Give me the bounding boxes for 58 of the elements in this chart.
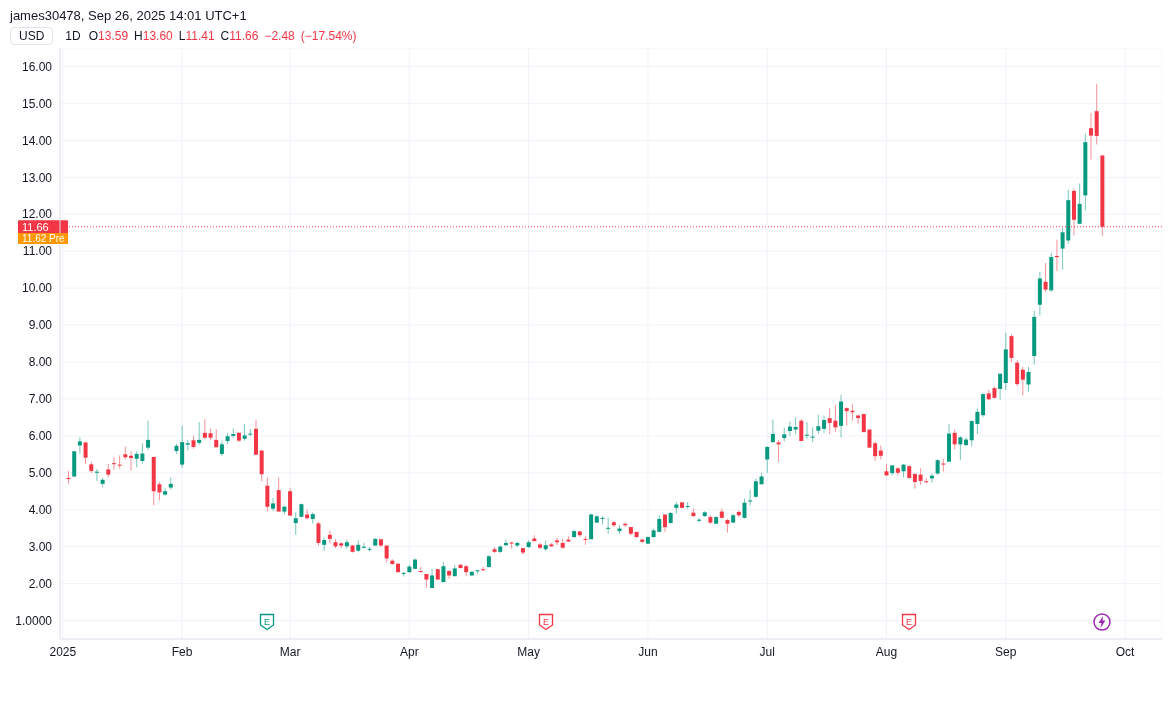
y-tick-label: 10.00 <box>21 281 53 296</box>
candlestick <box>361 542 366 549</box>
y-tick-label: 13.00 <box>21 170 53 185</box>
badge-icon: E <box>537 613 554 631</box>
badge-icon: E <box>259 613 276 631</box>
x-tick-label: Oct <box>1115 644 1136 659</box>
candlestick <box>401 571 406 578</box>
chart-subtitle: 1D <box>65 29 81 43</box>
y-tick-label: 16.00 <box>21 59 53 74</box>
ref-line-label: 11.66 <box>22 220 49 233</box>
candlestick <box>555 537 560 546</box>
candlestick <box>606 517 611 535</box>
y-tick-label: 14.00 <box>21 133 53 148</box>
y-tick-label: 4.00 <box>28 502 53 517</box>
y-tick-label: 8.00 <box>28 355 53 370</box>
y-axis-title: USD <box>10 27 54 45</box>
candlestick <box>941 458 946 473</box>
y-tick-label: 2.00 <box>28 576 53 591</box>
x-tick-label: Apr <box>400 644 419 659</box>
x-tick-label: Sep <box>995 644 1017 659</box>
y-tick-label: 9.00 <box>28 318 53 333</box>
annotation: E <box>264 617 271 627</box>
x-tick-label: May <box>517 644 540 659</box>
candlestick <box>344 539 349 549</box>
x-tick-label: Jun <box>638 644 658 659</box>
candlestick <box>111 456 116 471</box>
candlestick <box>804 421 809 440</box>
candlestick <box>583 535 588 546</box>
x-tick-label: Feb <box>171 644 193 659</box>
candlestick <box>611 520 616 528</box>
y-tick-label: 5.00 <box>28 466 53 481</box>
x-tick-label: Aug <box>875 644 898 659</box>
y-tick-label: 1.0000 <box>15 613 53 628</box>
x-tick-label: Jul <box>759 644 775 659</box>
y-tick-label: 12.00 <box>21 207 53 222</box>
y-tick-label: 11.00 <box>22 244 53 259</box>
candlestick <box>77 436 82 455</box>
y-tick-label: 6.00 <box>28 429 53 444</box>
chart-title: O13.59 H13.60 L11.41 C11.66 −2.48 (−17.54%) <box>88 29 357 43</box>
annotation: E <box>906 617 913 627</box>
candlestick <box>66 470 71 485</box>
candlestick <box>822 415 827 434</box>
candlestick <box>94 468 99 482</box>
y-tick-label: 3.00 <box>28 539 53 554</box>
candlestick <box>163 487 168 497</box>
annotation: 11.62 Pre <box>18 233 68 245</box>
candlestick <box>810 426 815 443</box>
candlestick <box>271 497 276 512</box>
x-tick-label: Mar <box>279 644 301 659</box>
annotation: E <box>542 617 549 627</box>
candlestick <box>117 454 122 470</box>
candlestick <box>912 473 917 490</box>
badge-icon: E <box>901 613 918 631</box>
text: james30478, Sep 26, 2025 14:01 UTC+1 <box>10 8 247 23</box>
y-tick-label: 15.00 <box>21 96 53 111</box>
y-tick-label: 7.00 <box>28 392 53 407</box>
candlestick <box>697 517 702 523</box>
x-tick-label: 2025 <box>49 644 77 659</box>
